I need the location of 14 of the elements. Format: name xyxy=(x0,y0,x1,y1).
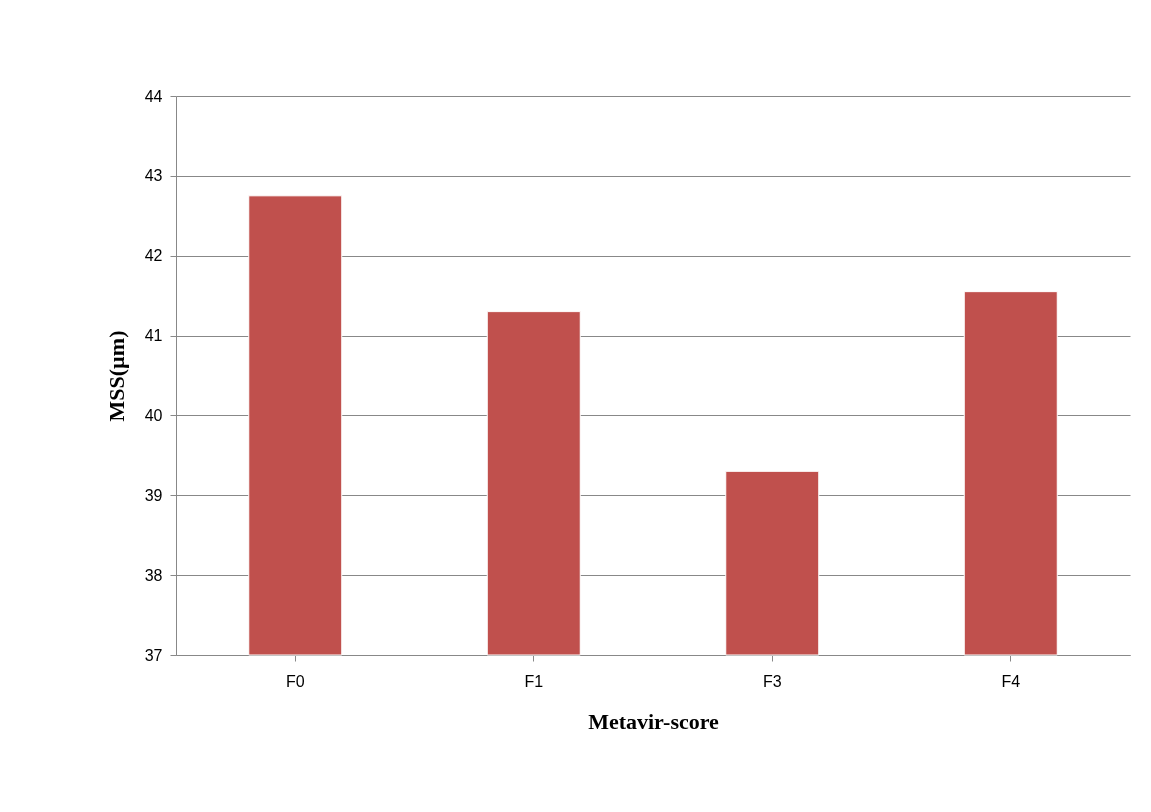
x-tick-label: F3 xyxy=(762,672,782,690)
y-tick-label: 37 xyxy=(144,646,163,664)
x-tick-label: F1 xyxy=(524,672,544,690)
y-axis-title: MSS(µm) xyxy=(103,330,129,422)
x-tick-label: F4 xyxy=(1001,672,1021,690)
y-tick-label: 39 xyxy=(144,486,163,504)
y-tick-label: 43 xyxy=(144,167,163,185)
y-tick-label: 41 xyxy=(144,327,163,345)
x-axis-title: Metavir-score xyxy=(588,708,720,734)
y-tick-label: 42 xyxy=(144,247,163,265)
x-tick-label: F0 xyxy=(285,672,305,690)
y-tick-label: 38 xyxy=(144,566,163,584)
y-tick-label: 40 xyxy=(144,406,163,424)
y-tick-label: 44 xyxy=(144,87,163,105)
